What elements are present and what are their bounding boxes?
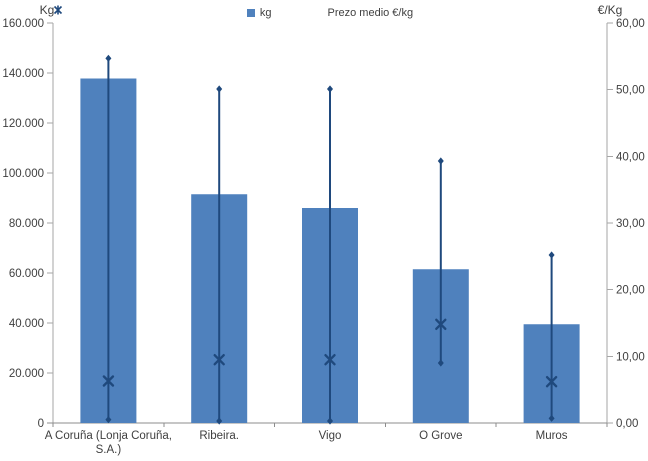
left-axis-tick-label: 40.000 <box>9 318 44 330</box>
price-min-marker <box>105 416 112 424</box>
category-label: O Grove <box>419 430 462 442</box>
price-avg-x-marker <box>324 353 336 366</box>
category-label: Vigo <box>319 430 342 442</box>
left-axis-tick-label: 60.000 <box>9 268 44 280</box>
right-axis-tick-label: 60,00 <box>616 18 645 30</box>
left-axis-tick-label: 80.000 <box>9 218 44 230</box>
right-axis-tick-label: 0,00 <box>616 418 638 430</box>
category-label: Ribeira. <box>199 430 239 442</box>
category-label: Muros <box>536 430 568 442</box>
legend-square-marker-icon <box>246 9 255 17</box>
price-max-marker <box>105 54 112 62</box>
right-axis-title: €/Kg <box>597 3 623 17</box>
legend-item-kg: kg <box>246 7 272 19</box>
right-axis-tick-label: 50,00 <box>616 85 645 97</box>
left-axis-tick-label: 20.000 <box>9 368 44 380</box>
right-axis-tick-label: 40,00 <box>616 151 645 163</box>
legend-label: kg <box>259 7 272 19</box>
right-axis-tick-label: 20,00 <box>616 285 645 297</box>
price-max-marker <box>216 85 223 93</box>
category-label: A Coruña (Lonja Coruña, S.A.) <box>45 430 172 456</box>
right-axis-tick-label: 10,00 <box>616 351 645 363</box>
right-axis-tick-label: 30,00 <box>616 218 645 230</box>
left-axis-title: Kg <box>39 3 55 17</box>
price-min-marker <box>216 417 223 425</box>
left-axis-tick-label: 160.000 <box>2 18 44 30</box>
legend-item-prezo-medio: Prezo medio €/kg <box>53 5 414 19</box>
price-max-marker <box>437 157 444 165</box>
legend-label: Prezo medio €/kg <box>327 7 414 19</box>
left-axis-tick-label: 120.000 <box>2 118 44 130</box>
price-avg-x-marker <box>545 375 558 388</box>
price-min-marker <box>437 359 444 367</box>
left-axis-tick-label: 0 <box>38 418 44 430</box>
price-avg-x-marker <box>213 353 225 366</box>
left-axis-tick-label: 140.000 <box>2 68 44 80</box>
price-min-marker <box>327 417 333 425</box>
left-axis-tick-label: 100.000 <box>2 168 44 180</box>
price-max-marker <box>548 251 555 259</box>
price-avg-x-marker <box>435 318 447 331</box>
price-max-marker <box>327 85 333 93</box>
chart-legend: kg Prezo medio €/kg <box>53 5 607 21</box>
price-min-marker <box>548 414 555 422</box>
price-avg-x-marker <box>102 375 115 387</box>
legend-x-star-marker-icon <box>53 5 63 15</box>
